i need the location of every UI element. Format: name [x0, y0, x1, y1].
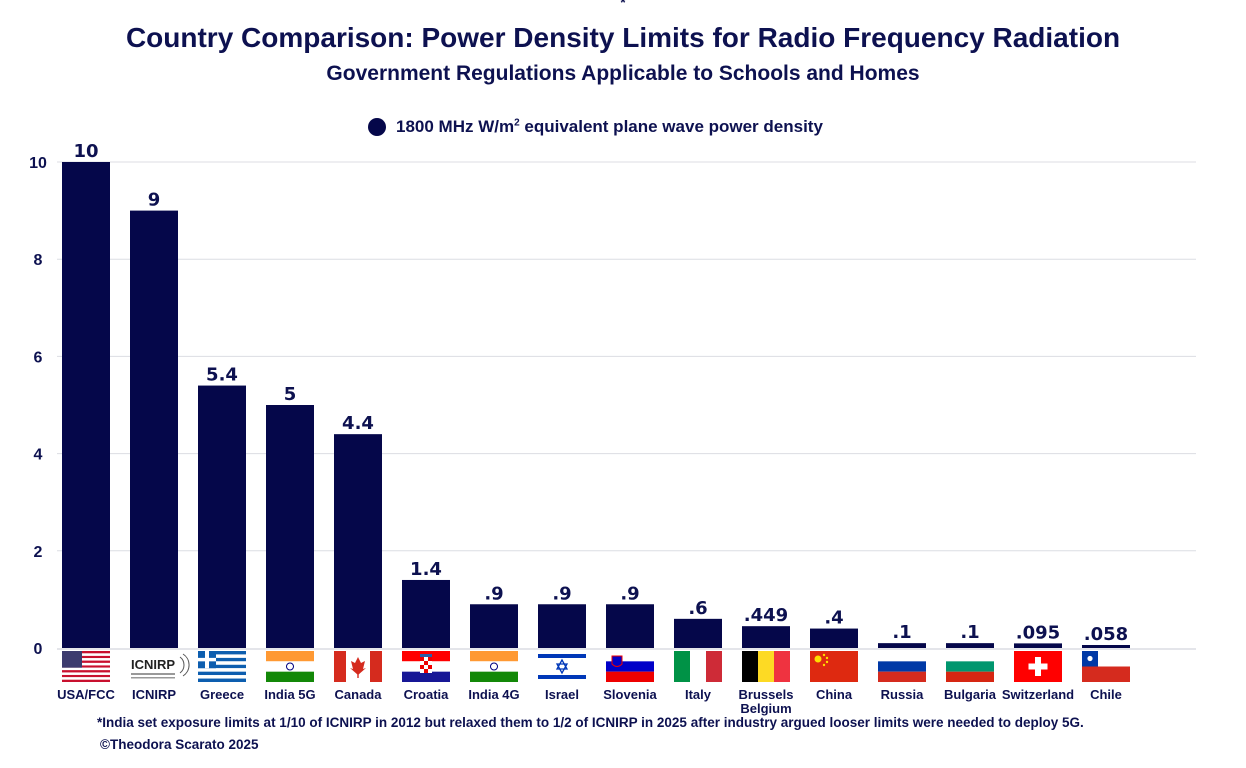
icnirp-logo: ICNIRP	[131, 653, 190, 679]
bar	[334, 434, 382, 648]
bar	[1082, 645, 1130, 648]
bar	[402, 579, 450, 648]
data-label: .9	[620, 583, 639, 604]
footnote: *India set exposure limits at 1/10 of IC…	[97, 715, 1084, 730]
chart-subtitle: Government Regulations Applicable to Sch…	[326, 62, 920, 85]
y-tick-label: 6	[34, 349, 43, 366]
data-label: .1	[960, 622, 979, 643]
data-label: 1.4	[410, 559, 442, 580]
x-tick-label: Bulgaria	[944, 687, 997, 702]
italy-flag-icon	[674, 651, 722, 682]
x-tick-label: China	[816, 687, 853, 702]
x-tick-label: Greece	[200, 687, 244, 702]
russia-flag-icon	[878, 651, 926, 682]
data-label: 5.4	[206, 365, 238, 386]
x-tick-label: Israel	[545, 687, 579, 702]
y-tick-label: 0	[34, 641, 43, 658]
y-tick-label: 4	[34, 447, 43, 464]
x-tick-label: Russia	[881, 687, 924, 702]
y-tick-label: 10	[29, 155, 47, 172]
bulgaria-flag-icon	[946, 651, 994, 682]
switzerland-flag-icon	[1014, 651, 1062, 682]
bar	[878, 643, 926, 648]
croatia-flag-icon	[402, 651, 450, 682]
data-label: .9	[484, 583, 503, 604]
data-label: .058	[1084, 624, 1128, 645]
x-tick-label: Brussels	[739, 687, 794, 702]
x-tick-label: Chile	[1090, 687, 1122, 702]
data-label: .1	[892, 622, 911, 643]
data-label: .9	[552, 583, 571, 604]
credit: ©Theodora Scarato 2025	[100, 737, 259, 752]
canada-flag-icon	[334, 651, 382, 682]
usa-flag-icon	[62, 651, 110, 682]
data-label: .6	[688, 598, 707, 619]
slovenia-flag-icon	[606, 651, 654, 682]
greece-flag-icon	[198, 651, 246, 682]
bar	[62, 162, 110, 648]
bar	[742, 626, 790, 648]
belgium-flag-icon	[742, 651, 790, 682]
asterisk-mark: *	[620, 0, 626, 10]
bar	[470, 604, 518, 648]
svg-text:ICNIRP: ICNIRP	[131, 657, 175, 672]
x-tick-label: Belgium	[740, 701, 791, 716]
x-tick-label: Canada	[335, 687, 383, 702]
bar	[1014, 643, 1062, 648]
bar	[810, 628, 858, 648]
data-label: .449	[744, 605, 788, 626]
india-flag-icon	[266, 651, 314, 682]
x-tick-label: USA/FCC	[57, 687, 115, 702]
legend-label: 1800 MHz W/m2 equivalent plane wave powe…	[396, 117, 823, 136]
data-label: .095	[1016, 622, 1060, 643]
bar	[674, 618, 722, 648]
x-tick-label: Croatia	[404, 687, 450, 702]
data-label: 9	[148, 190, 161, 211]
data-label: 5	[284, 384, 297, 405]
legend: 1800 MHz W/m2 equivalent plane wave powe…	[368, 117, 823, 137]
x-tick-label: Italy	[685, 687, 712, 702]
y-tick-label: 8	[34, 252, 43, 269]
chart-title: Country Comparison: Power Density Limits…	[125, 22, 1121, 53]
bar	[130, 210, 178, 648]
x-tick-label: India 4G	[468, 687, 519, 702]
data-label: 4.4	[342, 413, 374, 434]
x-tick-label: India 5G	[264, 687, 315, 702]
x-tick-label: Switzerland	[1002, 687, 1074, 702]
x-tick-label: ICNIRP	[132, 687, 176, 702]
data-label: .4	[824, 608, 843, 629]
bar	[946, 643, 994, 648]
bar	[606, 604, 654, 648]
bar	[266, 405, 314, 648]
y-tick-label: 2	[34, 544, 43, 561]
israel-flag-icon	[538, 651, 586, 682]
data-label: 10	[73, 141, 98, 162]
bar	[198, 385, 246, 648]
bar	[538, 604, 586, 648]
china-flag-icon	[810, 651, 858, 682]
x-tick-label: Slovenia	[603, 687, 657, 702]
chile-flag-icon	[1082, 651, 1130, 682]
india-flag-icon	[470, 651, 518, 682]
legend-marker	[368, 118, 386, 136]
